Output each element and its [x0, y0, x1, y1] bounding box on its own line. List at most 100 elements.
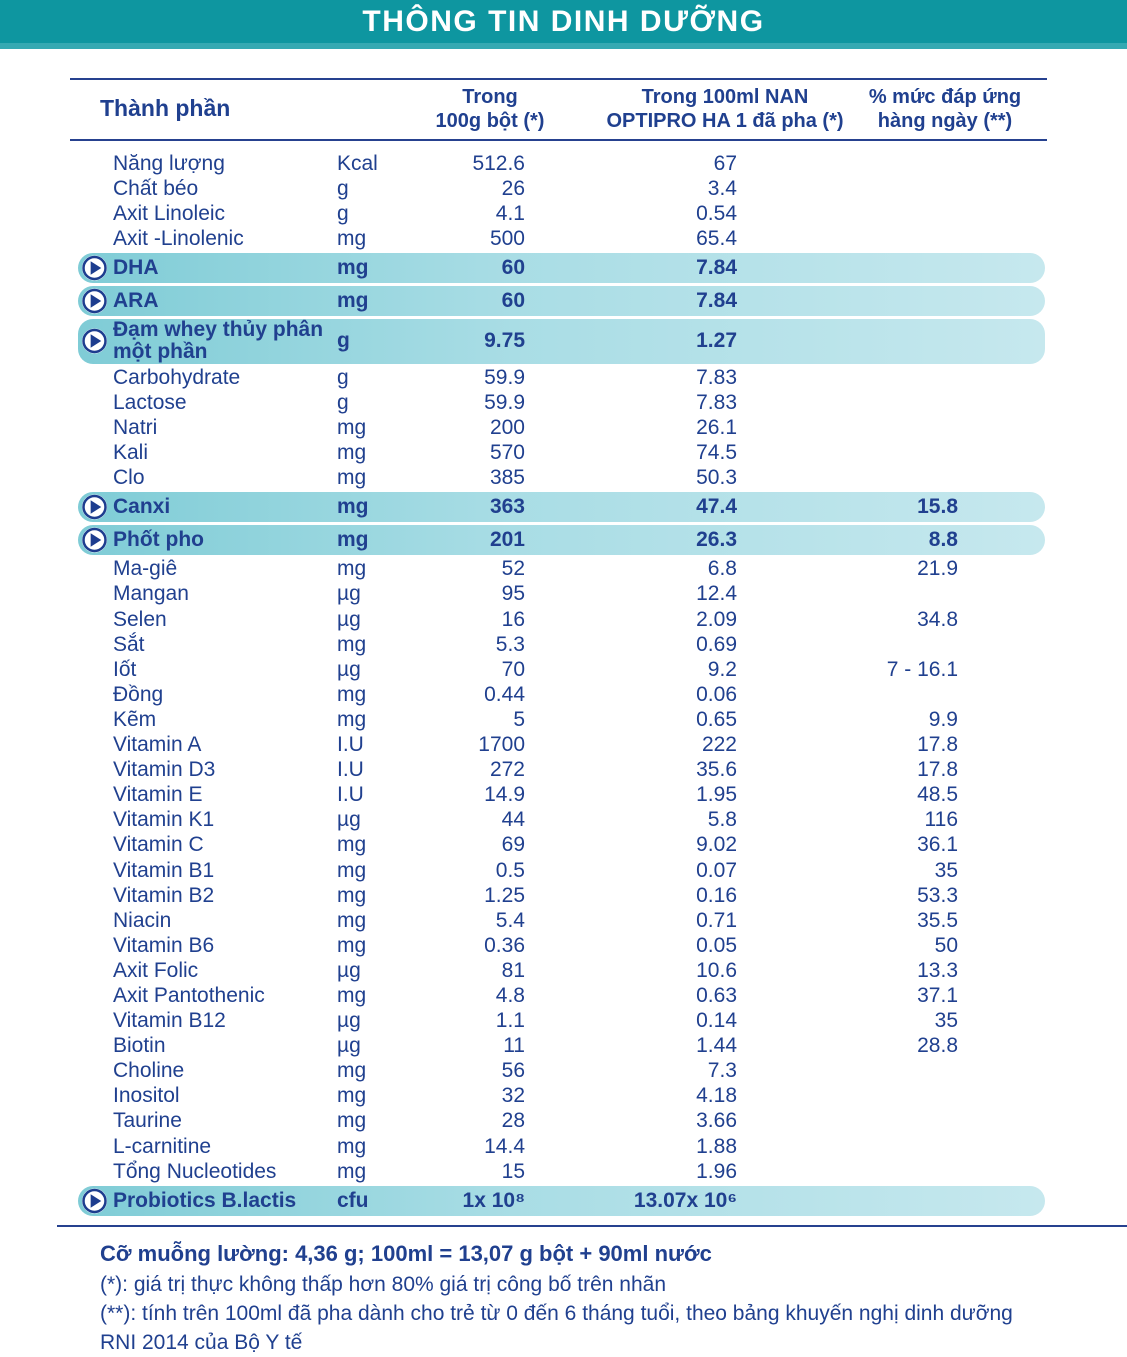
nutrient-name: Vitamin B6	[113, 933, 215, 957]
nutrient-unit: mg	[337, 255, 369, 279]
table-row: Iốt µg 70 9.2 7 - 16.1	[70, 657, 1047, 682]
nutrient-name: Biotin	[113, 1034, 166, 1058]
nutrient-name: Taurine	[113, 1109, 182, 1133]
value-per-100g: 81	[501, 958, 525, 982]
table-row: DHA mg 60 7.84	[70, 251, 1047, 284]
table-row: Vitamin E I.U 14.9 1.95 48.5	[70, 783, 1047, 808]
nutrient-name: Selen	[113, 607, 167, 631]
value-per-100ml: 12.4	[696, 582, 737, 606]
value-daily-pct: 13.3	[917, 958, 958, 982]
arrow-icon	[81, 254, 108, 281]
value-per-100g: 5.3	[495, 632, 525, 656]
col-header-daily-pct: % mức đáp ứng hàng ngày (**)	[868, 86, 1022, 132]
nutrient-unit: mg	[337, 466, 367, 490]
nutrient-unit: mg	[337, 983, 367, 1007]
table-row: Niacin mg 5.4 0.71 35.5	[70, 908, 1047, 933]
nutrient-name: ARA	[113, 288, 159, 312]
table-header-row: Thành phần Trong 100g bột (*) Trong 100m…	[70, 78, 1047, 141]
nutrient-unit: µg	[337, 607, 361, 631]
nutrient-unit: I.U	[337, 733, 364, 757]
value-per-100g: 4.1	[495, 201, 525, 225]
value-per-100g: 0.44	[484, 682, 525, 706]
table-row: Taurine mg 28 3.66	[70, 1109, 1047, 1134]
value-per-100ml: 222	[701, 733, 737, 757]
nutrient-name: Vitamin K1	[113, 808, 215, 832]
value-per-100g: 14.4	[484, 1134, 525, 1158]
value-daily-pct: 9.9	[928, 707, 958, 731]
table-row: Probiotics B.lactis cfu 1x 10⁸ 13.07x 10⁶	[70, 1184, 1047, 1217]
value-daily-pct: 37.1	[917, 983, 958, 1007]
nutrient-name: Vitamin B12	[113, 1009, 226, 1033]
nutrient-unit: µg	[337, 808, 361, 832]
nutrient-unit: g	[337, 391, 349, 415]
nutrient-unit: mg	[337, 632, 367, 656]
nutrient-name: Vitamin C	[113, 833, 204, 857]
value-per-100g: 59.9	[484, 365, 525, 389]
table-row: Đạm whey thủy phân một phần g 9.75 1.27	[70, 317, 1047, 365]
nutrient-unit: g	[337, 365, 349, 389]
value-per-100ml: 74.5	[696, 441, 737, 465]
nutrient-unit: mg	[337, 1059, 367, 1083]
value-per-100g: 16	[501, 607, 525, 631]
value-per-100ml: 1.88	[696, 1134, 737, 1158]
nutrient-name: Tổng Nucleotides	[113, 1159, 277, 1183]
value-per-100ml: 10.6	[696, 958, 737, 982]
value-daily-pct: 50	[934, 933, 958, 957]
nutrient-name: Ma-giê	[113, 557, 178, 581]
value-per-100g: 201	[489, 528, 525, 552]
table-row: Clo mg 385 50.3	[70, 466, 1047, 491]
nutrient-name: Clo	[113, 466, 145, 490]
value-per-100g: 500	[489, 226, 525, 250]
value-per-100ml: 0.05	[696, 933, 737, 957]
value-per-100g: 5	[513, 707, 525, 731]
nutrient-unit: mg	[337, 1084, 367, 1108]
table-row: Tổng Nucleotides mg 15 1.96	[70, 1159, 1047, 1184]
nutrient-unit: g	[337, 329, 350, 353]
arrow-icon	[81, 494, 108, 521]
value-per-100ml: 35.6	[696, 758, 737, 782]
value-per-100ml: 65.4	[696, 226, 737, 250]
value-daily-pct: 116	[924, 808, 958, 832]
value-daily-pct: 17.8	[917, 758, 958, 782]
table-row: Chất béo g 26 3.4	[70, 176, 1047, 201]
footnotes: Cỡ muỗng lường: 4,36 g; 100ml = 13,07 g …	[100, 1239, 1050, 1357]
value-per-100ml: 1.95	[696, 783, 737, 807]
value-per-100g: 59.9	[484, 391, 525, 415]
value-per-100g: 15	[501, 1159, 525, 1183]
footnote-double-star: (**): tính trên 100ml đã pha dành cho tr…	[100, 1302, 1013, 1355]
arrow-icon	[81, 287, 108, 314]
value-per-100g: 9.75	[484, 329, 525, 353]
page-title: THÔNG TIN DINH DƯỠNG	[362, 4, 765, 38]
nutrient-unit: mg	[337, 883, 367, 907]
value-per-100ml: 1.27	[696, 329, 737, 353]
table-row: Axit Pantothenic mg 4.8 0.63 37.1	[70, 983, 1047, 1008]
nutrient-name: Axit Pantothenic	[113, 983, 265, 1007]
value-daily-pct: 8.8	[928, 528, 958, 552]
footnote-single-star: (*): giá trị thực không thấp hơn 80% giá…	[100, 1273, 666, 1297]
nutrient-unit: mg	[337, 1109, 367, 1133]
nutrient-unit: mg	[337, 908, 367, 932]
value-per-100ml: 13.07x 10⁶	[633, 1188, 737, 1212]
nutrient-name: Vitamin E	[113, 783, 203, 807]
table-row: Vitamin B12 µg 1.1 0.14 35	[70, 1009, 1047, 1034]
value-per-100g: 56	[501, 1059, 525, 1083]
value-per-100g: 5.4	[495, 908, 525, 932]
nutrient-name: Probiotics B.lactis	[113, 1188, 297, 1212]
table-row: Carbohydrate g 59.9 7.83	[70, 365, 1047, 390]
value-daily-pct: 35	[934, 1009, 958, 1033]
table-row: Ma-giê mg 52 6.8 21.9	[70, 557, 1047, 582]
nutrient-name: Choline	[113, 1059, 185, 1083]
value-per-100g: 570	[489, 441, 525, 465]
nutrient-unit: µg	[337, 657, 361, 681]
value-daily-pct: 34.8	[917, 607, 958, 631]
value-per-100g: 1.25	[484, 883, 525, 907]
nutrient-name: DHA	[113, 255, 159, 279]
nutrient-name: Niacin	[113, 908, 172, 932]
table-row: Vitamin B2 mg 1.25 0.16 53.3	[70, 883, 1047, 908]
nutrient-unit: I.U	[337, 783, 364, 807]
value-daily-pct: 36.1	[917, 833, 958, 857]
nutrient-unit: mg	[337, 1134, 367, 1158]
value-per-100ml: 9.2	[707, 657, 737, 681]
value-daily-pct: 15.8	[917, 495, 958, 519]
